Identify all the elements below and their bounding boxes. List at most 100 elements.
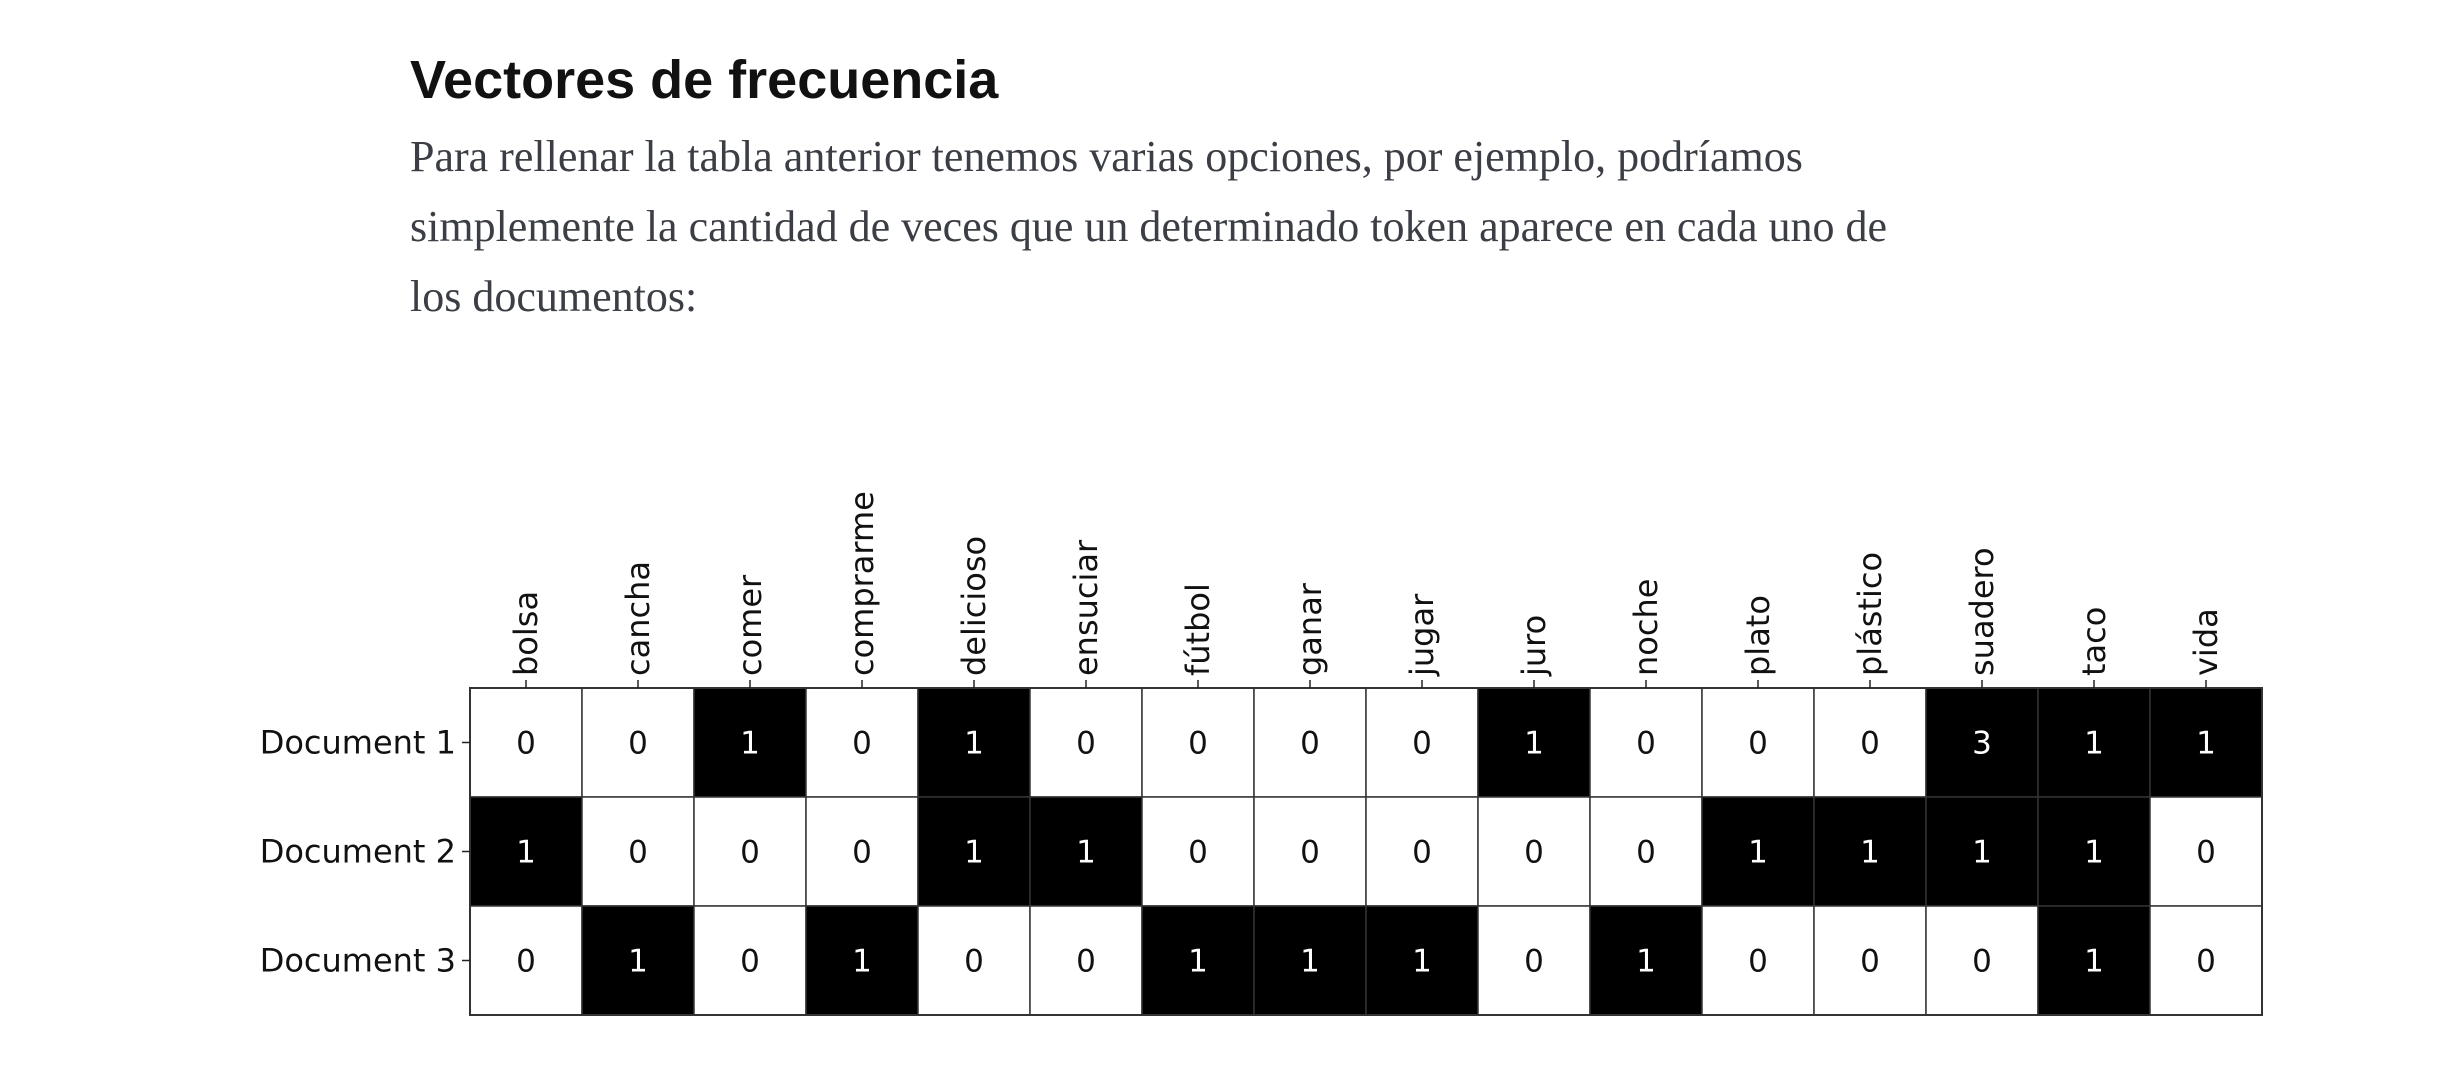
heatmap-cell bbox=[1925, 905, 2039, 1016]
article: Vectores de frecuencia Para rellenar la … bbox=[410, 38, 2070, 332]
heatmap-cell bbox=[469, 796, 583, 907]
section-title: Vectores de frecuencia bbox=[410, 50, 999, 110]
heatmap-cell bbox=[469, 905, 583, 1016]
cell-value: 0 bbox=[516, 726, 536, 762]
cell-value: 0 bbox=[852, 835, 872, 871]
body-paragraph: Para rellenar la tabla anterior tenemos … bbox=[410, 122, 2070, 332]
column-label: comprarme bbox=[843, 491, 881, 676]
cell-value: 0 bbox=[628, 726, 648, 762]
cell-value: 1 bbox=[740, 726, 760, 762]
paragraph-line: Para rellenar la tabla anterior tenemos … bbox=[410, 132, 1803, 181]
heatmap-cell bbox=[1813, 796, 1927, 907]
cell-value: 1 bbox=[1076, 835, 1096, 871]
cell-value: 1 bbox=[516, 835, 536, 871]
heatmap-cell bbox=[1477, 796, 1591, 907]
cell-value: 0 bbox=[740, 835, 760, 871]
row-label: Document 1 bbox=[260, 724, 456, 762]
column-label: ensuciar bbox=[1067, 539, 1105, 676]
cell-value: 0 bbox=[1412, 835, 1432, 871]
column-label: noche bbox=[1627, 579, 1665, 676]
cell-value: 0 bbox=[1300, 835, 1320, 871]
column-label: cancha bbox=[619, 561, 657, 676]
heatmap-cell bbox=[1589, 796, 1703, 907]
heatmap-cell bbox=[693, 905, 807, 1016]
heatmap-cell bbox=[1141, 796, 1255, 907]
cell-value: 0 bbox=[2196, 835, 2216, 871]
paragraph-line: los documentos: bbox=[410, 272, 698, 321]
cell-value: 1 bbox=[964, 726, 984, 762]
column-label: jugar bbox=[1403, 593, 1441, 677]
cell-value: 1 bbox=[2084, 944, 2104, 980]
column-label: ganar bbox=[1291, 582, 1329, 676]
cell-value: 0 bbox=[1972, 944, 1992, 980]
column-label: suadero bbox=[1963, 547, 2001, 676]
column-label: fútbol bbox=[1179, 583, 1217, 676]
row-label: Document 2 bbox=[260, 833, 456, 871]
cell-value: 0 bbox=[1524, 944, 1544, 980]
cell-value: 0 bbox=[1860, 944, 1880, 980]
heatmap-cell bbox=[1029, 905, 1143, 1016]
heatmap-cell bbox=[1925, 796, 2039, 907]
cell-value: 1 bbox=[964, 835, 984, 871]
heatmap-cell bbox=[1701, 687, 1815, 798]
heatmap-cell bbox=[581, 796, 695, 907]
cell-value: 0 bbox=[1860, 726, 1880, 762]
cell-value: 1 bbox=[1748, 835, 1768, 871]
heatmap-cell bbox=[805, 796, 919, 907]
heatmap-cell bbox=[2149, 905, 2263, 1016]
cell-value: 0 bbox=[1188, 726, 1208, 762]
heatmap-cell bbox=[805, 905, 919, 1016]
heatmap-cell bbox=[1477, 905, 1591, 1016]
cell-value: 0 bbox=[1188, 835, 1208, 871]
heatmap-cell bbox=[469, 687, 583, 798]
cell-value: 1 bbox=[1860, 835, 1880, 871]
heatmap-cell bbox=[2149, 796, 2263, 907]
cell-value: 0 bbox=[740, 944, 760, 980]
cell-value: 1 bbox=[1300, 944, 1320, 980]
row-label: Document 3 bbox=[260, 942, 456, 980]
column-label: plato bbox=[1739, 595, 1777, 676]
cell-value: 1 bbox=[852, 944, 872, 980]
column-label: plástico bbox=[1851, 552, 1889, 676]
heatmap-cell bbox=[1141, 687, 1255, 798]
heatmap-cell bbox=[1477, 687, 1591, 798]
cell-value: 0 bbox=[516, 944, 536, 980]
cell-value: 0 bbox=[964, 944, 984, 980]
heatmap-cell bbox=[1813, 905, 1927, 1016]
cell-value: 0 bbox=[1748, 944, 1768, 980]
cell-value: 0 bbox=[1076, 726, 1096, 762]
heatmap-cell bbox=[1365, 905, 1479, 1016]
column-label: bolsa bbox=[507, 591, 545, 676]
column-label: delicioso bbox=[955, 536, 993, 676]
paragraph-line: simplemente la cantidad de veces que un … bbox=[410, 202, 1888, 251]
cell-value: 0 bbox=[852, 726, 872, 762]
column-label: taco bbox=[2075, 607, 2113, 676]
cell-value: 3 bbox=[1972, 726, 1992, 762]
cell-value: 0 bbox=[1412, 726, 1432, 762]
cell-value: 1 bbox=[628, 944, 648, 980]
cell-value: 0 bbox=[1636, 726, 1656, 762]
heatmap-cell bbox=[1253, 905, 1367, 1016]
cell-value: 1 bbox=[2084, 726, 2104, 762]
column-label: vida bbox=[2187, 608, 2225, 676]
cell-value: 0 bbox=[1748, 726, 1768, 762]
cell-value: 0 bbox=[1636, 835, 1656, 871]
heatmap-cell bbox=[917, 905, 1031, 1016]
cell-value: 1 bbox=[2196, 726, 2216, 762]
heatmap-cell bbox=[1029, 796, 1143, 907]
heatmap-cell bbox=[2149, 687, 2263, 798]
heatmap-cell bbox=[1589, 687, 1703, 798]
cell-value: 1 bbox=[2084, 835, 2104, 871]
column-label: comer bbox=[731, 574, 769, 676]
column-label: juro bbox=[1515, 615, 1553, 677]
cell-value: 1 bbox=[1524, 726, 1544, 762]
cell-value: 0 bbox=[1524, 835, 1544, 871]
heatmap-cell bbox=[1253, 796, 1367, 907]
cell-value: 0 bbox=[628, 835, 648, 871]
cell-value: 0 bbox=[1300, 726, 1320, 762]
cell-value: 1 bbox=[1188, 944, 1208, 980]
cell-value: 1 bbox=[1412, 944, 1432, 980]
cell-value: 0 bbox=[1076, 944, 1096, 980]
heatmap-cell bbox=[1701, 905, 1815, 1016]
